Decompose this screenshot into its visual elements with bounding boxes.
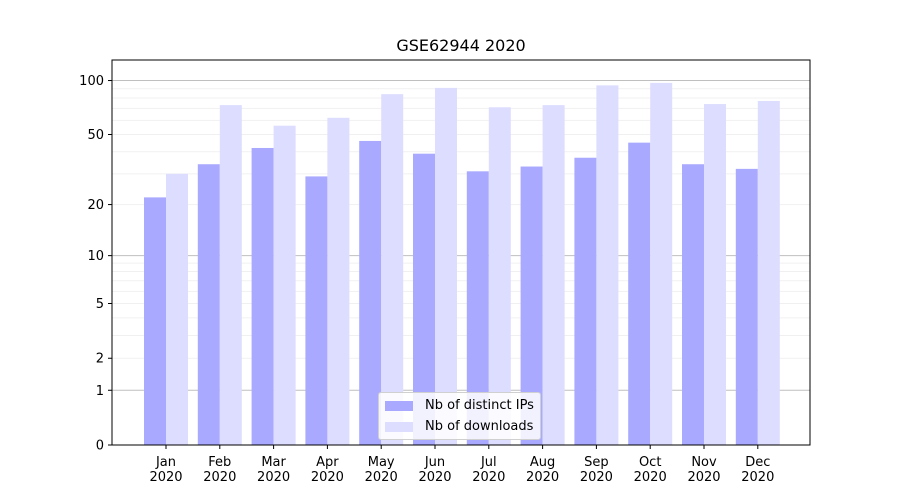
legend-label-downloads: Nb of downloads [425, 419, 534, 434]
x-tick-label: Sep 2020 [580, 455, 613, 485]
bar-distinct-ips [628, 142, 651, 445]
legend-item-distinct-ips: Nb of distinct IPs [385, 395, 534, 416]
bar-downloads [488, 107, 511, 445]
legend-label-distinct-ips: Nb of distinct IPs [425, 398, 534, 413]
x-tick-label: Aug 2020 [526, 455, 559, 485]
y-tick-label: 100 [79, 74, 104, 89]
y-tick-label: 1 [96, 384, 104, 399]
x-tick-label: Jan 2020 [149, 455, 182, 485]
x-tick-label: Jun 2020 [418, 455, 451, 485]
x-tick-label: Feb 2020 [203, 455, 236, 485]
bar-downloads [757, 100, 780, 445]
x-tick-label: Jul 2020 [472, 455, 505, 485]
bar-distinct-ips [305, 176, 328, 445]
legend-swatch-downloads [385, 421, 413, 432]
x-tick-label: Mar 2020 [257, 455, 290, 485]
bar-distinct-ips [144, 197, 166, 445]
bar-downloads [381, 94, 404, 446]
bar-distinct-ips [735, 168, 758, 445]
bar-downloads [273, 125, 296, 445]
bar-downloads [596, 85, 619, 445]
bar-distinct-ips [413, 153, 435, 445]
plot-frame [111, 59, 811, 446]
bar-downloads [435, 87, 457, 446]
bar-distinct-ips [197, 164, 220, 445]
bar-distinct-ips [520, 166, 543, 445]
y-tick-label: 20 [87, 198, 104, 213]
legend: Nb of distinct IPs Nb of downloads [378, 392, 541, 440]
y-tick-label: 50 [87, 128, 104, 143]
bar-distinct-ips [251, 147, 274, 446]
legend-swatch-distinct-ips [385, 400, 413, 411]
bar-downloads [650, 82, 673, 445]
x-tick-label: Nov 2020 [687, 455, 720, 485]
bar-distinct-ips [359, 140, 382, 445]
bar-distinct-ips [574, 157, 597, 445]
bar-downloads [166, 173, 188, 446]
bar-downloads [542, 105, 565, 446]
bar-downloads [704, 104, 726, 446]
x-tick-label: Oct 2020 [634, 455, 667, 485]
y-tick-label: 0 [96, 439, 104, 454]
x-tick-label: Dec 2020 [741, 455, 774, 485]
bar-downloads [219, 105, 242, 446]
y-tick-label: 5 [96, 297, 104, 312]
x-tick-label: Apr 2020 [311, 455, 344, 485]
y-tick-label: 10 [87, 249, 104, 264]
legend-item-downloads: Nb of downloads [385, 416, 534, 437]
bar-downloads [327, 117, 350, 446]
bar-distinct-ips [682, 164, 704, 445]
y-tick-label: 2 [96, 352, 104, 367]
chart-title: GSE62944 2020 [396, 36, 525, 55]
bar-distinct-ips [466, 171, 489, 445]
x-tick-label: May 2020 [365, 455, 398, 485]
